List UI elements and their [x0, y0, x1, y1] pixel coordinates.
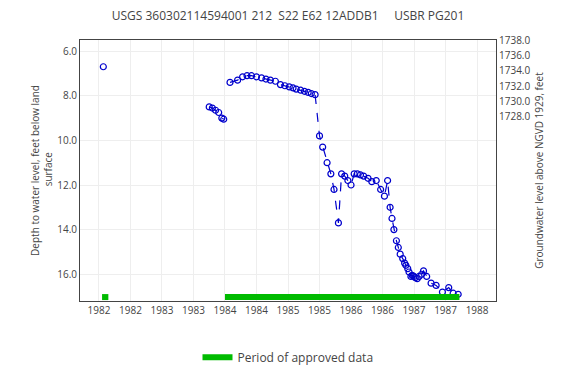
svg-text:1985: 1985 — [277, 303, 300, 317]
svg-text:1983: 1983 — [182, 303, 205, 317]
svg-text:1988: 1988 — [466, 303, 489, 317]
svg-text:1738.0: 1738.0 — [499, 33, 530, 47]
svg-text:8.0: 8.0 — [63, 88, 77, 102]
svg-text:1736.0: 1736.0 — [499, 48, 530, 62]
svg-text:1982: 1982 — [87, 303, 110, 317]
svg-text:Depth to water level, feet bel: Depth to water level, feet below land su… — [28, 85, 55, 256]
svg-text:16.0: 16.0 — [57, 267, 77, 281]
svg-text:1984: 1984 — [245, 303, 268, 317]
svg-text:1986: 1986 — [371, 303, 394, 317]
svg-text:1732.0: 1732.0 — [499, 79, 530, 93]
svg-text:10.0: 10.0 — [57, 133, 77, 147]
svg-text:6.0: 6.0 — [63, 44, 77, 58]
svg-text:1987: 1987 — [434, 303, 457, 317]
svg-text:1730.0: 1730.0 — [499, 94, 530, 108]
svg-text:14.0: 14.0 — [57, 222, 77, 236]
svg-text:12.0: 12.0 — [57, 178, 77, 192]
svg-text:1983: 1983 — [151, 303, 174, 317]
svg-text:1984: 1984 — [214, 303, 237, 317]
svg-text:1728.0: 1728.0 — [499, 109, 530, 123]
svg-text:1734.0: 1734.0 — [499, 63, 530, 77]
svg-text:1982: 1982 — [119, 303, 142, 317]
svg-text:Groundwater level above NGVD 1: Groundwater level above NGVD 1929, feet — [532, 72, 546, 269]
svg-text:1985: 1985 — [308, 303, 331, 317]
svg-text:USGS 360302114594001 212 S22: USGS 360302114594001 212 S22 E62 12ADDB1… — [112, 7, 465, 24]
svg-text:1986: 1986 — [340, 303, 363, 317]
svg-text:Period of approved data: Period of approved data — [238, 349, 374, 366]
svg-text:1987: 1987 — [403, 303, 426, 317]
